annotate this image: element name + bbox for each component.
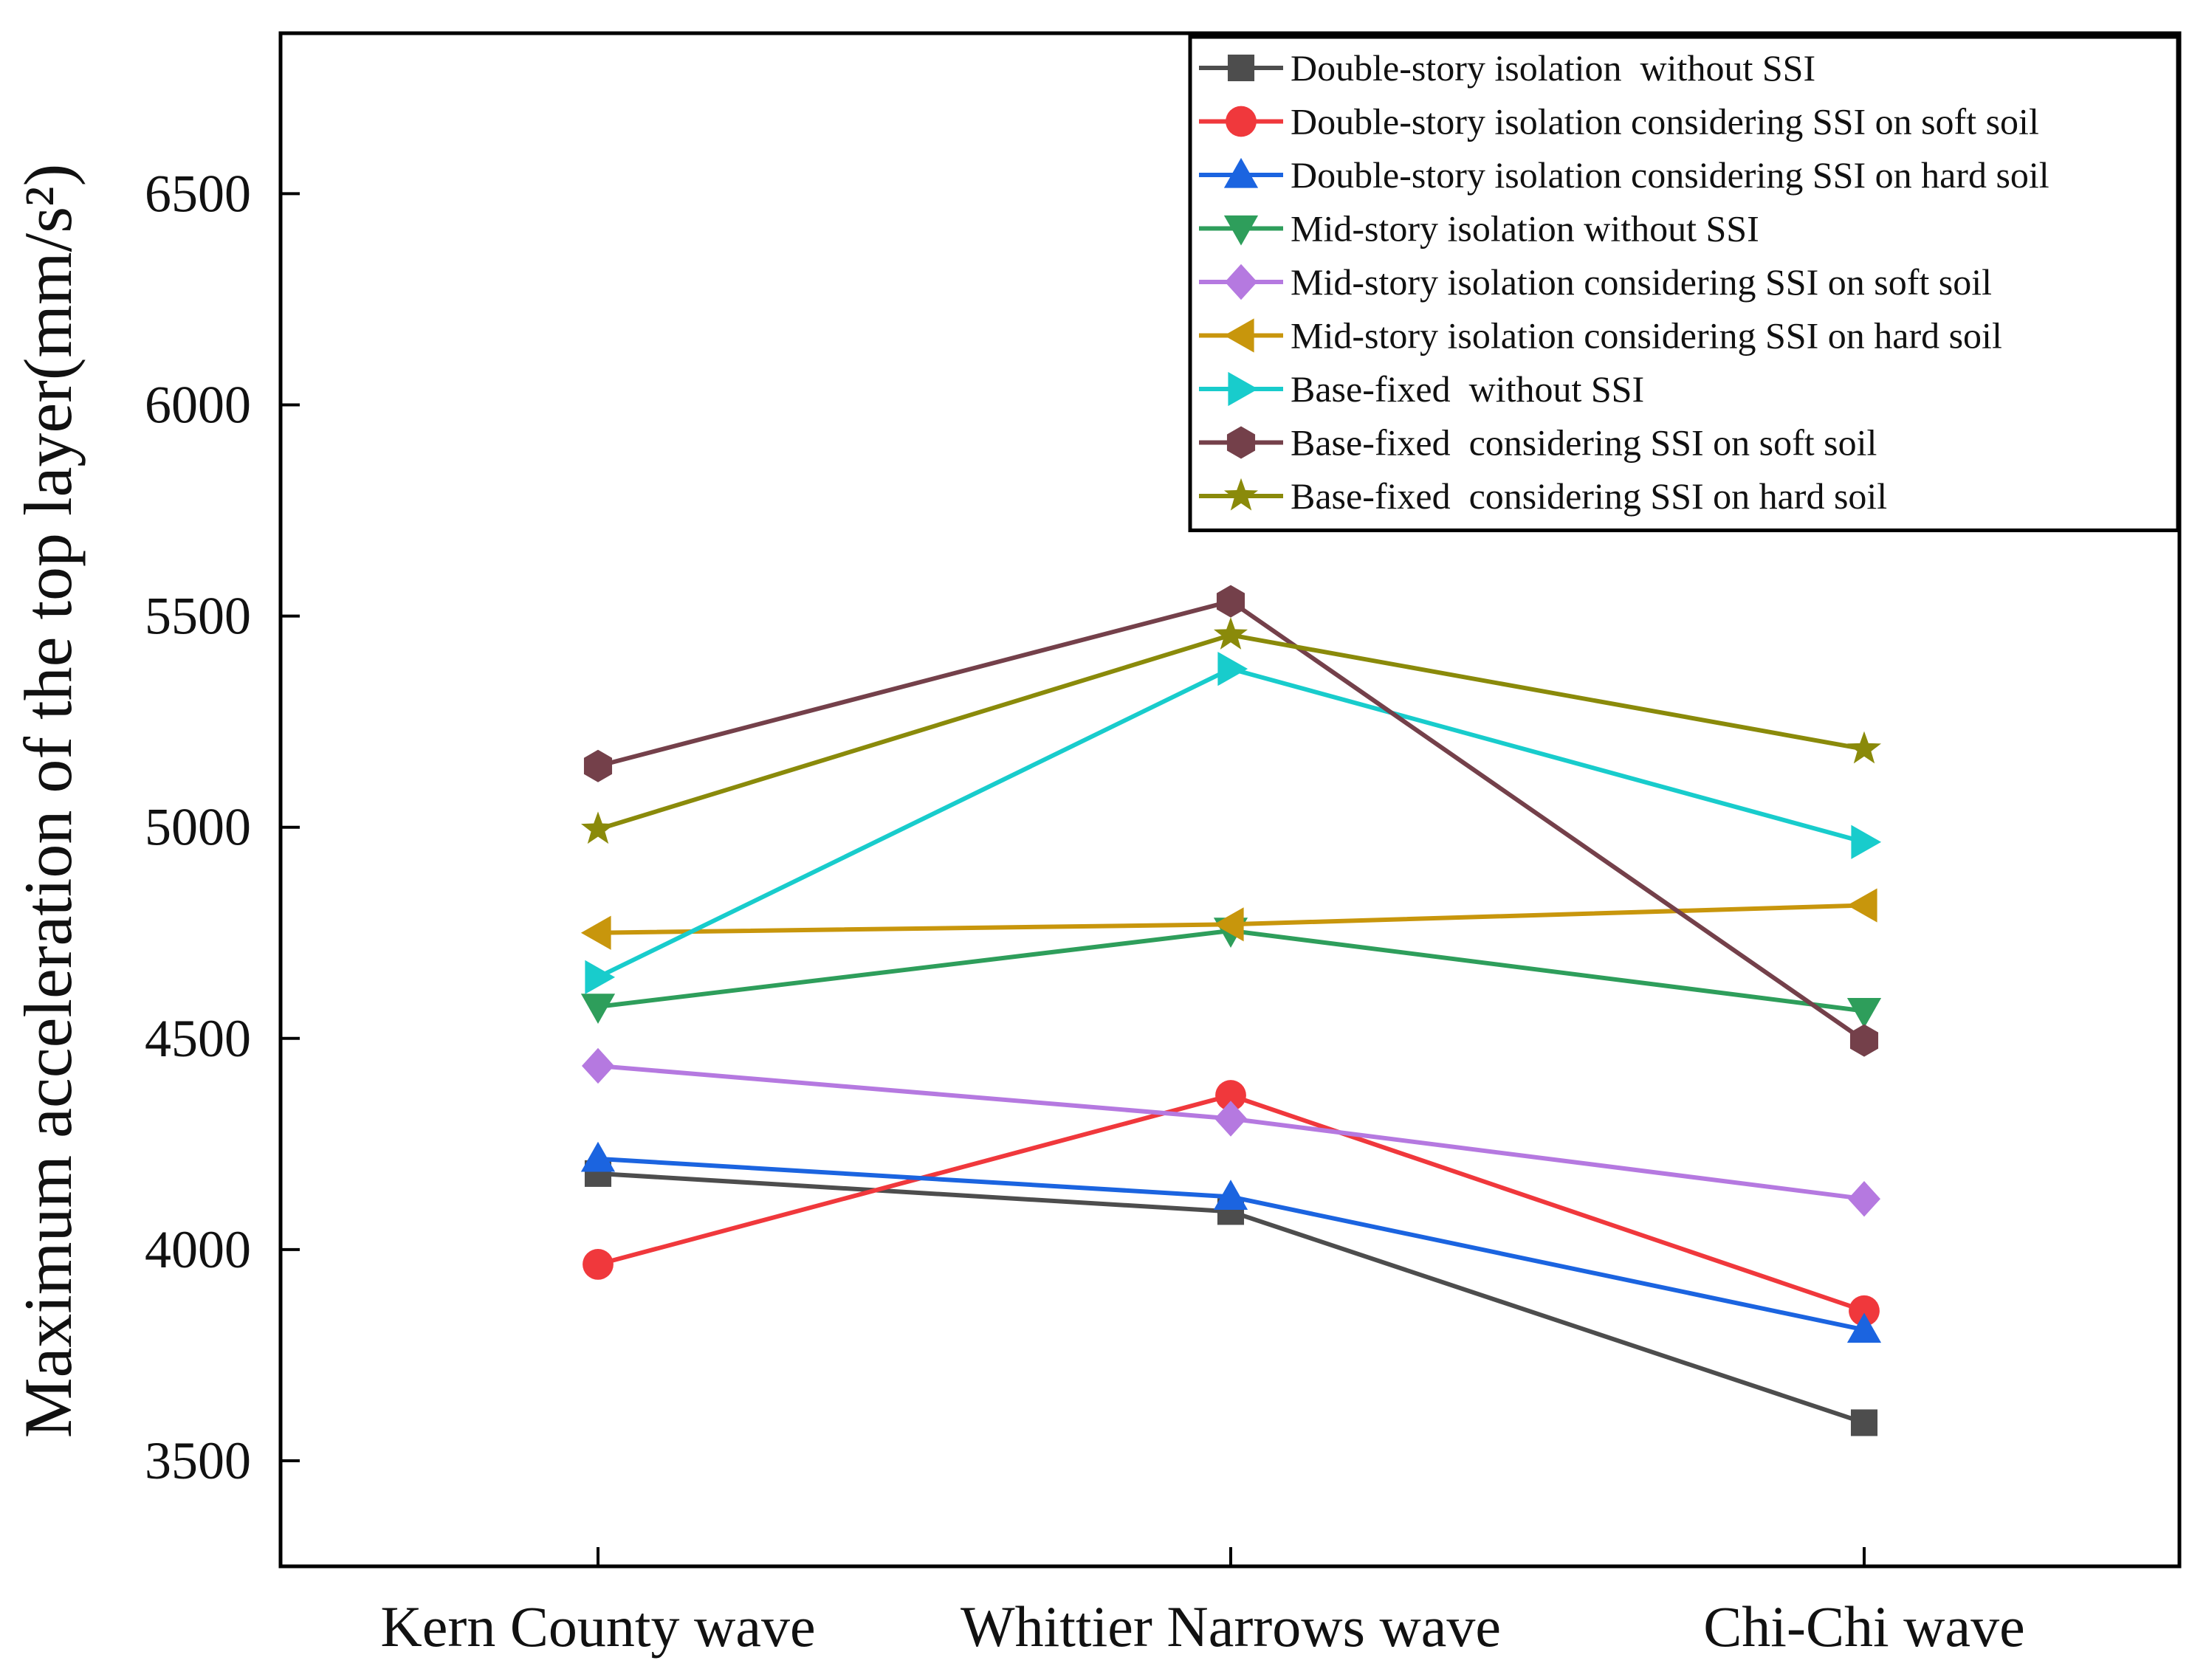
y-axis-title: Maximum acceleration of the top layer(mm… — [10, 164, 86, 1438]
data-point — [1846, 997, 1882, 1028]
y-tick-label: 6500 — [145, 164, 251, 223]
legend: Double-story isolation without SSI Double… — [1188, 35, 2180, 532]
x-tick-label: Kern County wave — [380, 1594, 815, 1659]
data-point — [1851, 824, 1882, 859]
y-tick-label: 6000 — [145, 376, 251, 435]
x-tick-label: Whittier Narrows wave — [961, 1594, 1501, 1659]
series-3 — [580, 1141, 1882, 1343]
data-point — [1848, 1181, 1880, 1217]
data-point — [583, 1248, 614, 1280]
data-point — [1213, 617, 1248, 650]
data-point — [580, 994, 616, 1024]
y-tick-label: 4500 — [145, 1009, 251, 1068]
data-point — [1846, 731, 1882, 764]
legend-label: Base-fixed without SSI — [1291, 368, 1644, 410]
legend-label: Double-story isolation considering SSI o… — [1291, 154, 2049, 196]
legend-item: Base-fixed without SSI — [1199, 368, 1644, 410]
legend-label: Mid-story isolation without SSI — [1291, 208, 1759, 249]
data-point — [583, 749, 613, 782]
legend-item: Mid-story isolation considering SSI on s… — [1199, 261, 1992, 303]
data-point — [1850, 1409, 1878, 1436]
data-point — [585, 960, 616, 994]
legend-label: Base-fixed considering SSI on hard soil — [1291, 475, 1887, 517]
legend-marker — [1223, 157, 1259, 188]
data-point — [1849, 1295, 1880, 1326]
legend-marker — [1225, 264, 1257, 300]
legend-item: Mid-story isolation without SSI — [1199, 208, 1759, 249]
data-point — [580, 811, 616, 844]
series-6 — [580, 888, 1877, 950]
data-point — [1215, 1080, 1246, 1111]
legend-item: Double-story isolation without SSI — [1199, 47, 1815, 89]
legend-item: Base-fixed considering SSI on hard soil — [1199, 475, 1887, 517]
legend-label: Mid-story isolation considering SSI on h… — [1291, 315, 2002, 357]
series-7 — [585, 652, 1882, 994]
legend-item: Double-story isolation considering SSI o… — [1199, 154, 2049, 196]
legend-box — [1188, 35, 2180, 532]
series-5 — [582, 1047, 1880, 1217]
legend-label: Double-story isolation without SSI — [1291, 47, 1815, 89]
plot-area — [278, 31, 2182, 1569]
data-point — [1216, 585, 1245, 618]
y-tick-label: 3500 — [145, 1431, 251, 1490]
series-2 — [583, 1080, 1880, 1326]
y-tick-label: 4000 — [145, 1220, 251, 1279]
series-8 — [583, 585, 1879, 1057]
data-point — [582, 1047, 614, 1084]
data-point — [1214, 1101, 1247, 1137]
y-tick-label: 5500 — [145, 587, 251, 646]
data-point — [580, 1141, 616, 1172]
series-4 — [580, 918, 1882, 1028]
y-axis: 3500 4000 4500 5000 5500 6000 6500 — [145, 164, 300, 1490]
data-point — [1213, 907, 1244, 942]
y-tick-label: 5000 — [145, 798, 251, 857]
data-point — [1846, 1312, 1882, 1343]
legend-marker — [1226, 426, 1256, 459]
legend-item: Double-story isolation considering SSI o… — [1199, 101, 2039, 142]
series-9 — [580, 617, 1882, 844]
data-point — [1217, 652, 1248, 686]
legend-marker — [1223, 215, 1259, 246]
legend-label: Mid-story isolation considering SSI on s… — [1291, 261, 1992, 303]
data-point — [1846, 888, 1877, 923]
legend-marker — [1223, 478, 1259, 511]
legend-item: Base-fixed considering SSI on soft soil — [1199, 422, 1877, 464]
legend-item: Mid-story isolation considering SSI on h… — [1199, 315, 2002, 357]
data-point — [1849, 1024, 1879, 1057]
legend-marker — [1226, 106, 1257, 137]
legend-marker — [1228, 371, 1259, 407]
data-point — [1213, 1180, 1248, 1210]
legend-marker — [1227, 54, 1255, 82]
legend-label: Double-story isolation considering SSI o… — [1291, 101, 2039, 142]
legend-label: Base-fixed considering SSI on soft soil — [1291, 422, 1877, 464]
data-point — [580, 915, 611, 950]
legend-marker — [1223, 318, 1254, 353]
x-tick-label: Chi-Chi wave — [1703, 1594, 2024, 1659]
x-axis: Kern County wave Whittier Narrows wave Chi… — [380, 1547, 2025, 1659]
